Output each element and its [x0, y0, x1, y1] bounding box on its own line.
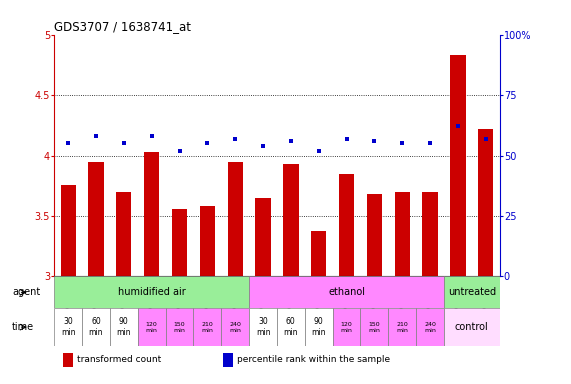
- Bar: [223, 353, 234, 367]
- Bar: [255, 198, 271, 276]
- Text: 120
min: 120 min: [146, 322, 158, 333]
- Bar: [395, 192, 410, 276]
- Text: agent: agent: [12, 287, 40, 297]
- Bar: [332, 308, 360, 346]
- Text: 30
min: 30 min: [256, 318, 270, 337]
- Bar: [110, 308, 138, 346]
- Text: 60
min: 60 min: [284, 318, 298, 337]
- Text: control: control: [455, 322, 489, 332]
- Text: 210
min: 210 min: [202, 322, 214, 333]
- Bar: [478, 129, 493, 276]
- Bar: [444, 276, 500, 308]
- Bar: [450, 55, 465, 276]
- Text: 60
min: 60 min: [89, 318, 103, 337]
- Bar: [172, 209, 187, 276]
- Text: 150
min: 150 min: [368, 322, 380, 333]
- Bar: [227, 162, 243, 276]
- Bar: [61, 185, 76, 276]
- Text: 150
min: 150 min: [174, 322, 186, 333]
- Bar: [144, 152, 159, 276]
- Bar: [305, 308, 332, 346]
- Text: 30
min: 30 min: [61, 318, 75, 337]
- Text: ethanol: ethanol: [328, 287, 365, 297]
- Bar: [423, 192, 438, 276]
- Text: transformed count: transformed count: [77, 355, 161, 364]
- Bar: [339, 174, 354, 276]
- Text: 120
min: 120 min: [340, 322, 352, 333]
- Bar: [249, 276, 444, 308]
- Bar: [194, 308, 222, 346]
- Bar: [166, 308, 194, 346]
- Bar: [360, 308, 388, 346]
- Text: 240
min: 240 min: [424, 322, 436, 333]
- Bar: [283, 164, 299, 276]
- Text: humidified air: humidified air: [118, 287, 186, 297]
- Text: GDS3707 / 1638741_at: GDS3707 / 1638741_at: [54, 20, 191, 33]
- Text: 210
min: 210 min: [396, 322, 408, 333]
- Bar: [89, 162, 104, 276]
- Bar: [367, 194, 382, 276]
- Text: percentile rank within the sample: percentile rank within the sample: [237, 355, 390, 364]
- Bar: [388, 308, 416, 346]
- Text: 240
min: 240 min: [229, 322, 241, 333]
- Bar: [82, 308, 110, 346]
- Bar: [416, 308, 444, 346]
- Bar: [63, 353, 73, 367]
- Bar: [54, 308, 82, 346]
- Text: 90
min: 90 min: [116, 318, 131, 337]
- Bar: [221, 308, 249, 346]
- Bar: [54, 276, 249, 308]
- Bar: [277, 308, 305, 346]
- Bar: [138, 308, 166, 346]
- Text: untreated: untreated: [448, 287, 496, 297]
- Text: time: time: [12, 322, 34, 332]
- Bar: [200, 206, 215, 276]
- Text: 90
min: 90 min: [311, 318, 326, 337]
- Bar: [116, 192, 131, 276]
- Bar: [444, 308, 500, 346]
- Bar: [249, 308, 277, 346]
- Bar: [311, 230, 327, 276]
